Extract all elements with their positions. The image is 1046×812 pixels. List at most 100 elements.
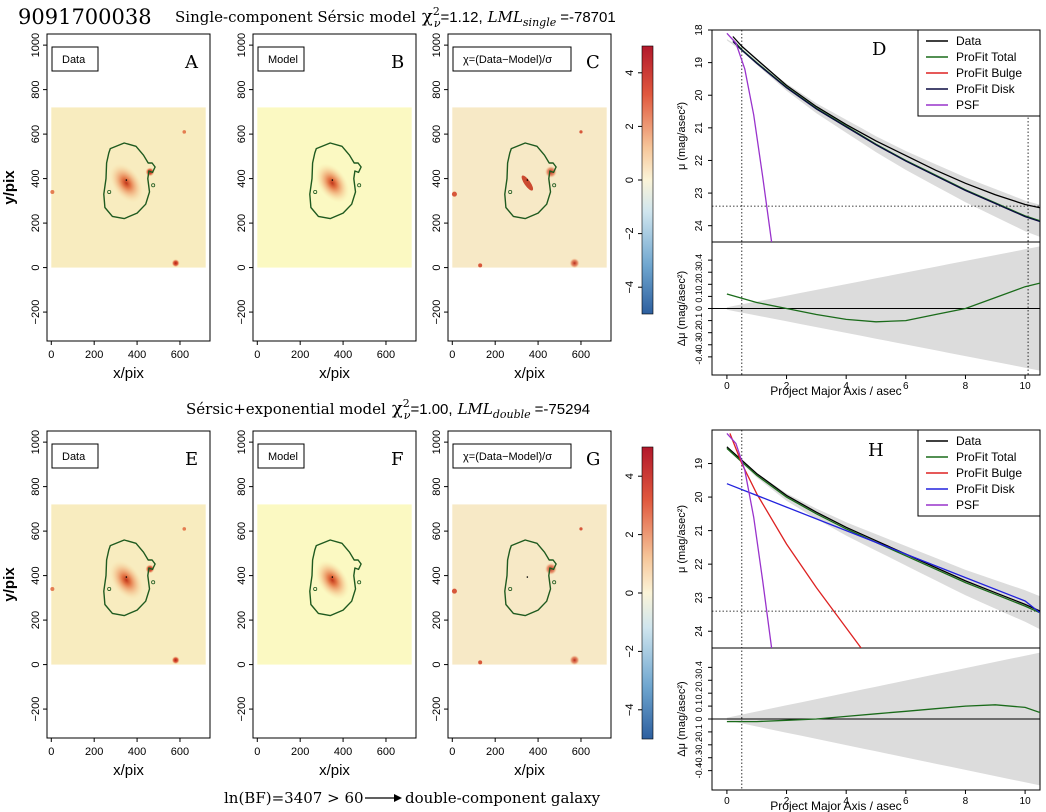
x-tick-label: 6 <box>903 796 909 807</box>
colorbar-tick-label: −2 <box>624 227 636 240</box>
panel-label-text: χ=(Data−Model)/σ <box>463 54 552 66</box>
y-tick-label: 0 <box>694 306 704 311</box>
image-panel-c: χ=(Data−Model)/σ C 0 200 400 600 −200 0 200 400 60… <box>431 33 612 382</box>
x-tick-label: 0 <box>724 381 730 392</box>
legend-label: PSF <box>956 98 979 112</box>
residual-star <box>579 527 583 531</box>
center-marker <box>526 576 529 578</box>
x-tick-label: 0 <box>449 349 455 361</box>
x-axis-label: x/pix <box>113 365 144 382</box>
y-tick-label: 400 <box>236 566 248 584</box>
residual-star <box>451 191 457 197</box>
x-tick-label: 600 <box>171 746 189 758</box>
panel-label: Data <box>51 46 99 72</box>
y-tick-label: 200 <box>236 611 248 629</box>
center-marker <box>526 179 529 181</box>
y-tick-label: 800 <box>431 477 443 495</box>
mask-hole <box>151 580 156 585</box>
mask-contour <box>504 142 557 220</box>
x-tick-label: 200 <box>85 349 103 361</box>
legend-label: Data <box>956 34 982 48</box>
x-tick-label: 600 <box>572 349 590 361</box>
center-marker <box>331 179 334 181</box>
panel-label-text: χ=(Data−Model)/σ <box>463 451 552 463</box>
mask-contour <box>103 142 156 220</box>
colorbar-tick-label: 0 <box>624 177 636 183</box>
panel-letter: F <box>391 449 404 470</box>
y-tick-label: 18 <box>694 24 705 36</box>
row2_title-title: Sérsic+exponential model χ2 ν=1.00, LMLdoub… <box>186 397 590 422</box>
mask-contour <box>309 142 362 220</box>
x-tick-label: 0 <box>254 349 260 361</box>
mask-hole <box>151 183 156 188</box>
y-tick-label: 20 <box>694 491 705 503</box>
y-tick-label: -0.1 <box>694 313 704 329</box>
label-box <box>452 46 572 72</box>
residual-star <box>451 588 457 594</box>
x-tick-label: 400 <box>334 746 352 758</box>
y-axis-label: y/pix <box>1 567 18 602</box>
x-tick-label: 200 <box>85 746 103 758</box>
y-tick-label: 1000 <box>30 33 42 57</box>
center-marker <box>125 576 128 578</box>
y-tick-label: 400 <box>431 566 443 584</box>
x-tick-label: 2 <box>784 381 790 392</box>
x-axis-label: x/pix <box>113 762 144 779</box>
mask-hole <box>552 580 557 585</box>
colorbar-tick-label: 2 <box>624 532 636 538</box>
panel-letter: D <box>872 39 886 60</box>
y-tick-label: 1000 <box>236 33 248 57</box>
colorbar-tick-label: −4 <box>624 281 636 294</box>
series-data <box>726 446 1040 612</box>
x-tick-label: 10 <box>1020 381 1032 392</box>
y-tick-label: 19 <box>694 57 705 69</box>
y-tick-label: 1000 <box>431 33 443 57</box>
y-tick-label: 21 <box>694 122 705 134</box>
colorbar-tick-label: 4 <box>624 473 636 479</box>
y-tick-label: 23 <box>694 592 705 604</box>
x-tick-label: 600 <box>572 746 590 758</box>
panel-label-text: Model <box>268 54 298 66</box>
series-profit-disk <box>732 40 1040 223</box>
y-tick-label: 800 <box>236 477 248 495</box>
series-profit-bulge <box>729 433 862 648</box>
y-tick-label: 200 <box>236 214 248 232</box>
y-tick-label: 400 <box>431 169 443 187</box>
x-tick-label: 400 <box>529 349 547 361</box>
y-tick-label: -0.2 <box>694 325 704 341</box>
legend-label: ProFit Disk <box>956 482 1016 496</box>
y-tick-label: -0.3 <box>694 750 704 766</box>
x-tick-label: 400 <box>334 349 352 361</box>
y-tick-label: 0.1 <box>694 700 704 713</box>
panel-label: Data <box>51 443 99 469</box>
x-axis-label: x/pix <box>514 365 545 382</box>
panel-letter: E <box>185 449 198 470</box>
label-box <box>51 443 99 469</box>
x-tick-label: 10 <box>1020 796 1032 807</box>
image-panel-b: Model B 0 200 400 600 −200 0 200 400 600 800 1000 x/p… <box>236 33 417 382</box>
y-tick-label: 0.3 <box>694 674 704 687</box>
colorbar-tick-label: 2 <box>624 123 636 129</box>
x-tick-label: 200 <box>486 349 504 361</box>
y-tick-label: 0.4 <box>694 254 704 267</box>
y-tick-label: 800 <box>30 80 42 98</box>
legend-label: ProFit Bulge <box>956 466 1022 480</box>
y-tick-label: 0.2 <box>694 278 704 291</box>
x-axis-label: Project Major Axis / asec <box>770 799 901 812</box>
star <box>171 259 180 268</box>
x-tick-label: 0 <box>449 746 455 758</box>
colorbar-2: 4 2 0 −2 −4 <box>624 446 654 740</box>
mask-contour <box>309 539 362 617</box>
x-tick-label: 600 <box>377 349 395 361</box>
y-tick-label: 0 <box>431 265 443 271</box>
mask-hole <box>357 183 362 188</box>
x-tick-label: 400 <box>128 746 146 758</box>
galaxy <box>315 163 350 203</box>
image-panel-a: Data A 0 200 400 600 −200 0 200 400 600 800 1000 x/pi… <box>1 33 211 382</box>
mask-hole <box>107 189 112 194</box>
y-tick-label: −200 <box>431 697 443 722</box>
mask-hole <box>552 183 557 188</box>
legend-label: ProFit Total <box>956 450 1016 464</box>
footer-bf: ln(BF)=3407 > 60 <box>224 789 364 807</box>
y-tick-label: 800 <box>431 80 443 98</box>
